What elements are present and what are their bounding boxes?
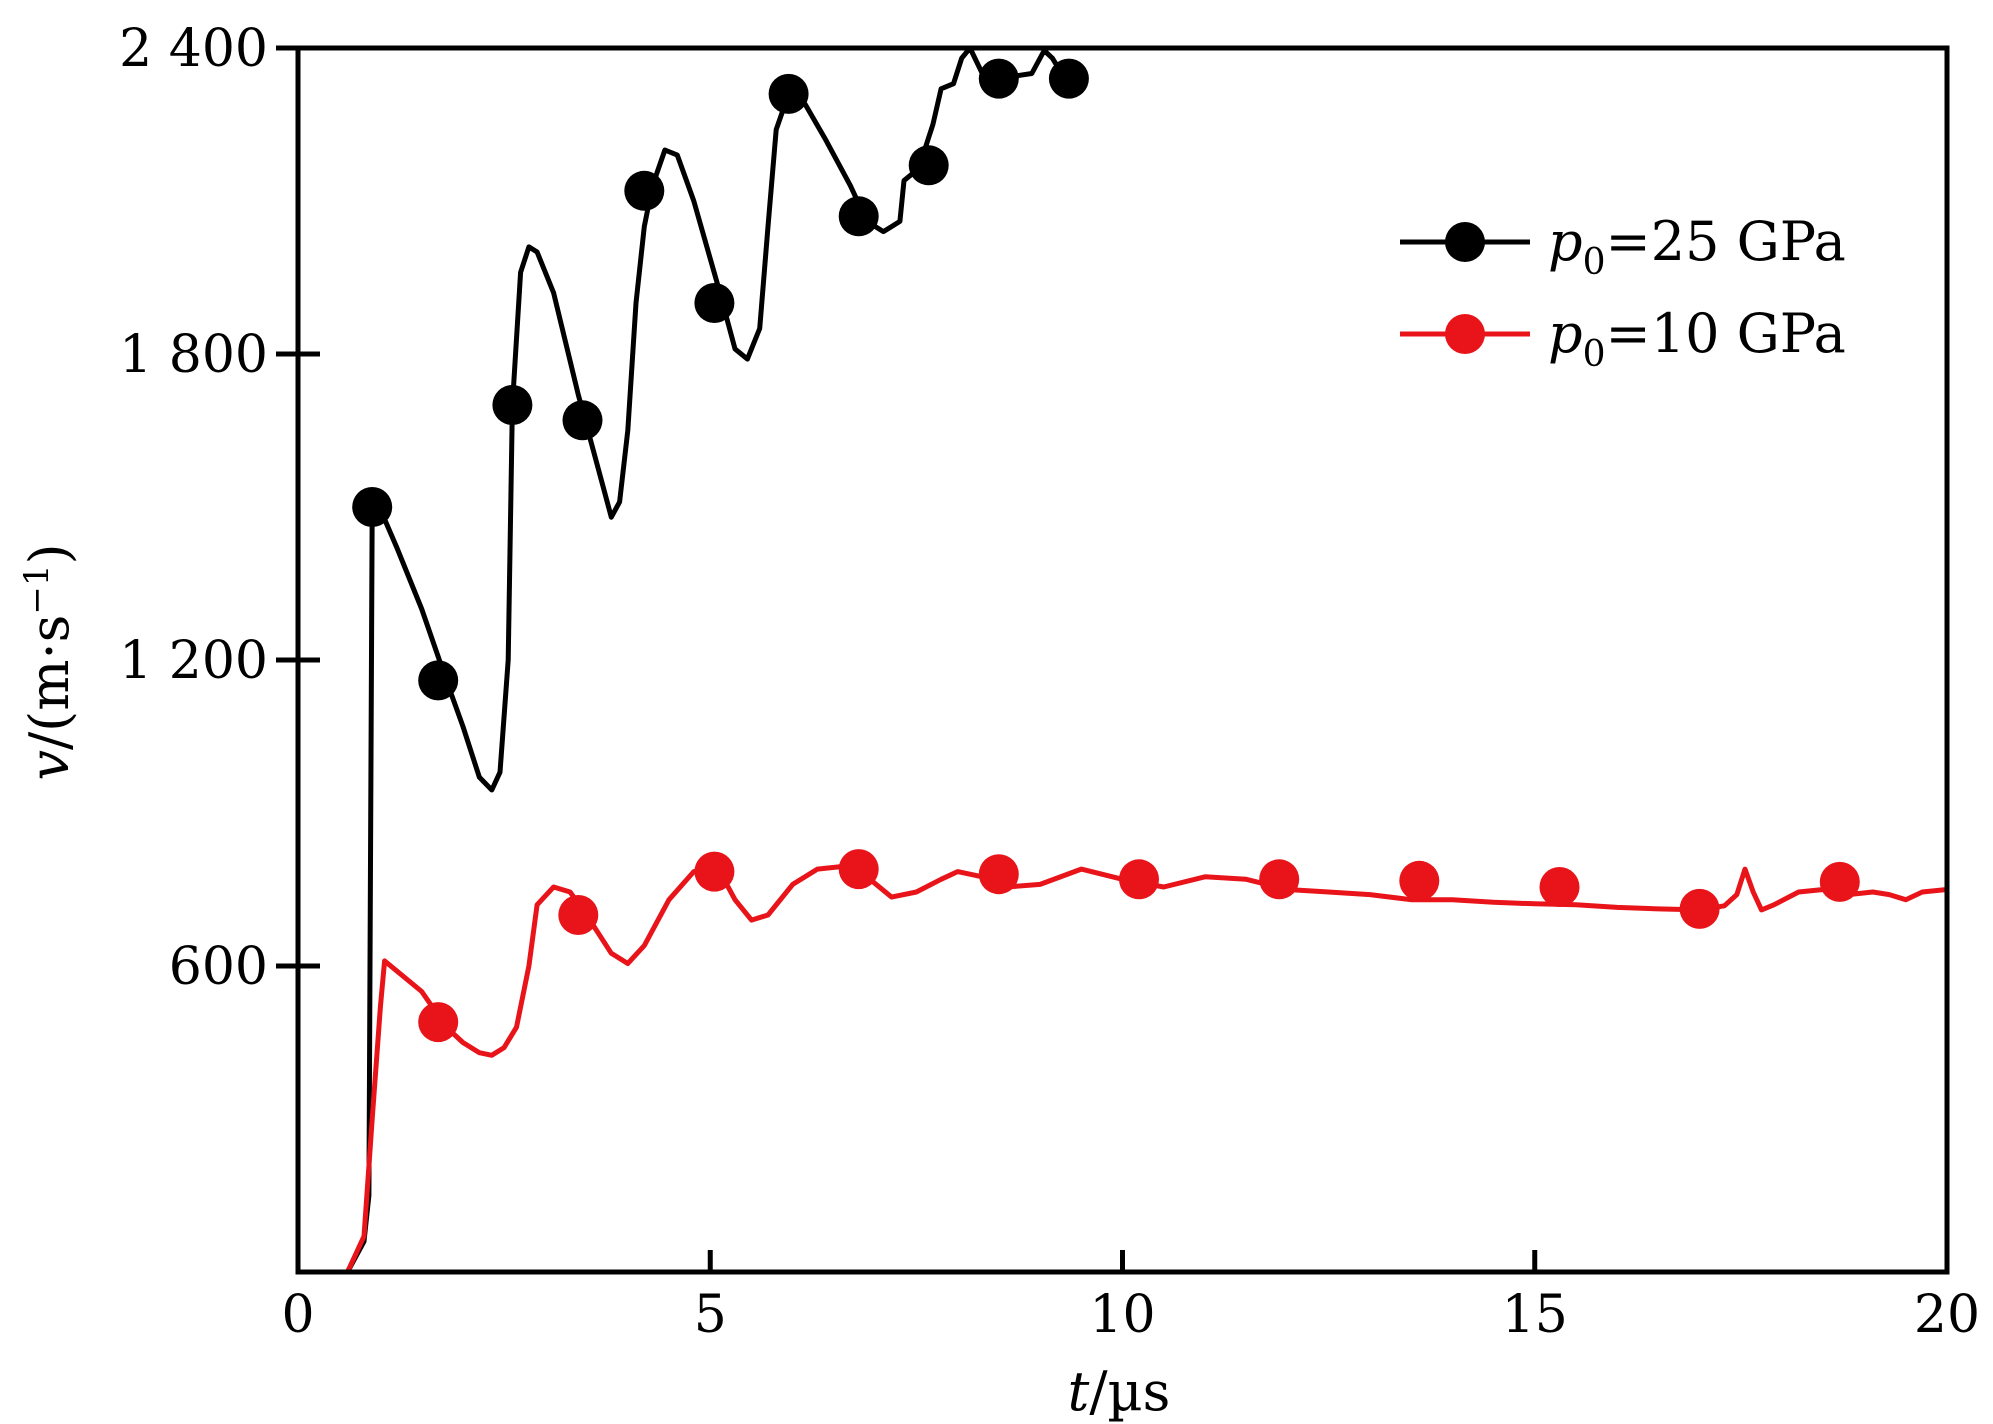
series-1-marker-10 bbox=[978, 58, 1019, 99]
series-layer bbox=[345, 46, 1947, 1272]
series-1-marker-7 bbox=[768, 73, 809, 114]
y-tick-label-2400: 2 400 bbox=[119, 19, 268, 79]
series-1-marker-8 bbox=[838, 196, 879, 237]
x-tick-label-15: 15 bbox=[1502, 1285, 1568, 1345]
x-tick-label-10: 10 bbox=[1089, 1285, 1155, 1345]
y-tick-label-1800: 1 800 bbox=[119, 325, 268, 385]
series-2-marker-2 bbox=[558, 895, 599, 935]
y-axis-label-close: ) bbox=[18, 543, 81, 564]
legend: p0=25 GPa p0=10 GPa bbox=[1400, 210, 1846, 375]
series-1-marker-6 bbox=[694, 283, 735, 323]
x-axis-label-unit: /µs bbox=[1089, 1360, 1170, 1423]
legend-marker-2 bbox=[1445, 314, 1485, 354]
y-tick-label-1200: 1 200 bbox=[119, 631, 268, 691]
y-axis-label-italic: v bbox=[18, 750, 81, 781]
series-1-marker-2 bbox=[418, 660, 459, 701]
legend-marker-1 bbox=[1445, 222, 1485, 262]
series-2-marker-8 bbox=[1399, 860, 1440, 901]
series-1-marker-3 bbox=[492, 385, 533, 425]
series-2-marker-1 bbox=[418, 1002, 459, 1043]
series-2-marker-7 bbox=[1259, 859, 1300, 900]
y-axis-label-sup: −1 bbox=[17, 565, 57, 615]
x-tick-label-5: 5 bbox=[694, 1285, 727, 1345]
axes-layer: 0 5 10 15 20 600 1 200 1 800 2 400 bbox=[119, 19, 1980, 1345]
series-line-1 bbox=[345, 46, 1068, 1272]
legend-label-1: p0=25 GPa bbox=[1548, 210, 1846, 283]
series-1-marker-9 bbox=[908, 145, 949, 186]
series-2-marker-9 bbox=[1539, 867, 1580, 907]
x-axis-label-italic: t bbox=[1068, 1360, 1090, 1423]
series-1-marker-4 bbox=[562, 400, 603, 441]
series-line-2 bbox=[345, 864, 1947, 1272]
series-2-marker-3 bbox=[694, 851, 735, 892]
legend-label-2: p0=10 GPa bbox=[1548, 302, 1846, 375]
y-axis-label-unit: /(m·s bbox=[18, 615, 81, 750]
series-1-marker-1 bbox=[352, 487, 393, 527]
x-tick-label-0: 0 bbox=[281, 1285, 314, 1345]
series-2-marker-5 bbox=[978, 854, 1019, 895]
series-2-marker-4 bbox=[838, 849, 879, 890]
x-axis-label: t/µs bbox=[1068, 1360, 1171, 1423]
series-2-marker-6 bbox=[1119, 859, 1159, 900]
series-1-marker-11 bbox=[1048, 58, 1089, 99]
series-1-marker-5 bbox=[624, 170, 665, 211]
x-tick-label-20: 20 bbox=[1914, 1285, 1980, 1345]
y-tick-label-600: 600 bbox=[169, 937, 268, 997]
series-2-marker-10 bbox=[1679, 888, 1720, 929]
series-2-marker-11 bbox=[1819, 861, 1860, 902]
y-axis-label: v/(m·s−1) bbox=[17, 543, 81, 780]
